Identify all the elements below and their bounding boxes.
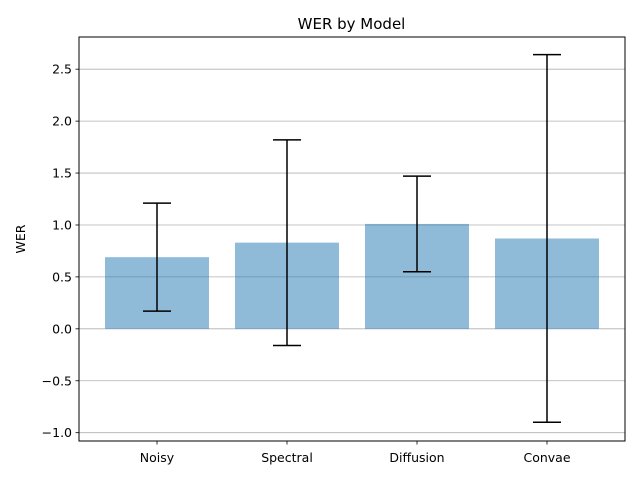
y-tick-label: 0.0: [52, 321, 72, 336]
axis-ticks: −1.0 −0.5 0.0 0.5 1.0 1.5 2.0 2.5 Noisy Spectral D…: [42, 62, 571, 465]
chart-title: WER by Model: [298, 15, 406, 33]
y-tick-label: −1.0: [42, 425, 72, 440]
y-axis-label: WER: [13, 224, 28, 253]
x-tick-label: Noisy: [140, 450, 175, 465]
y-tick-label: 2.0: [52, 114, 72, 129]
error-bars: [143, 53, 561, 424]
y-tick-label: 1.5: [52, 166, 72, 181]
y-tick-label: 2.5: [52, 62, 72, 77]
x-tick-label: Convae: [523, 450, 570, 465]
x-tick-label: Spectral: [261, 450, 313, 465]
y-tick-label: −0.5: [42, 373, 72, 388]
plot-frame: [78, 36, 626, 442]
y-tick-label: 1.0: [52, 217, 72, 232]
x-tick-label: Diffusion: [389, 450, 444, 465]
y-tick-label: 0.5: [52, 269, 72, 284]
